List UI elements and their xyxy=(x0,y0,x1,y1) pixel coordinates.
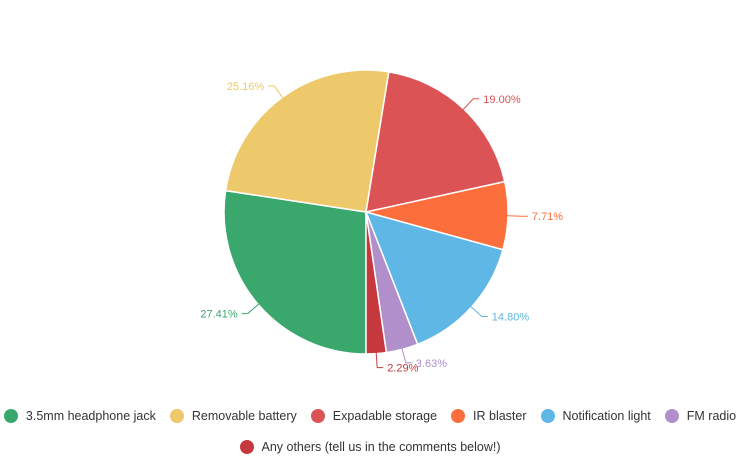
legend-label-notification-light: Notification light xyxy=(562,409,651,423)
legend-swatch-fm-radio xyxy=(664,409,679,423)
legend-swatch-ir-blaster xyxy=(451,409,466,423)
data-label-removable-battery: 25.16% xyxy=(227,81,265,93)
legend-swatch-notification-light xyxy=(540,409,555,423)
legend-item-any-others[interactable]: Any others (tell us in the comments belo… xyxy=(239,440,501,454)
legend-item-expandable-storage[interactable]: Expadable storage xyxy=(310,409,438,423)
legend-item-ir-blaster[interactable]: IR blaster xyxy=(451,409,527,423)
legend-item-notification-light[interactable]: Notification light xyxy=(540,409,651,423)
legend-label-headphone-jack: 3.5mm headphone jack xyxy=(25,409,156,423)
leader-line-ir-blaster xyxy=(505,215,528,217)
leader-line-removable-battery xyxy=(268,85,285,100)
legend-item-fm-radio[interactable]: FM radio xyxy=(664,409,737,423)
data-label-ir-blaster: 7.71% xyxy=(532,211,563,223)
legend-row-2: Any others (tell us in the comments belo… xyxy=(0,440,740,454)
leader-line-notification-light xyxy=(469,305,488,317)
legend-label-expandable-storage: Expadable storage xyxy=(332,409,438,423)
legend-row-1: 3.5mm headphone jack Removable battery E… xyxy=(0,409,740,423)
data-label-3-5mm-headphone-jack: 27.41% xyxy=(200,309,238,321)
legend-swatch-headphone-jack xyxy=(3,409,18,423)
legend-label-removable-battery: Removable battery xyxy=(191,409,297,423)
legend-item-headphone-jack[interactable]: 3.5mm headphone jack xyxy=(3,409,156,423)
leader-line-fm-radio xyxy=(401,347,412,364)
data-label-notification-light: 14.80% xyxy=(492,312,530,324)
legend-label-ir-blaster: IR blaster xyxy=(473,409,527,423)
leader-line-any-others-tell-us-in-the-comments-below xyxy=(375,351,384,369)
leader-line-expadable-storage xyxy=(461,98,480,111)
data-label-expadable-storage: 19.00% xyxy=(483,94,521,106)
data-label-fm-radio: 3.63% xyxy=(416,358,447,370)
legend-label-fm-radio: FM radio xyxy=(686,409,737,423)
legend-swatch-removable-battery xyxy=(169,409,184,423)
legend-label-any-others: Any others (tell us in the comments belo… xyxy=(261,440,501,454)
legend-swatch-any-others xyxy=(239,440,254,454)
data-label-any-others-tell-us-in-the-comments-below: 2.29% xyxy=(387,363,418,375)
legend-item-removable-battery[interactable]: Removable battery xyxy=(169,409,297,423)
legend-swatch-expandable-storage xyxy=(310,409,325,423)
pie-slice-3-5mm-headphone-jack[interactable] xyxy=(223,189,367,355)
leader-line-3-5mm-headphone-jack xyxy=(241,302,261,315)
